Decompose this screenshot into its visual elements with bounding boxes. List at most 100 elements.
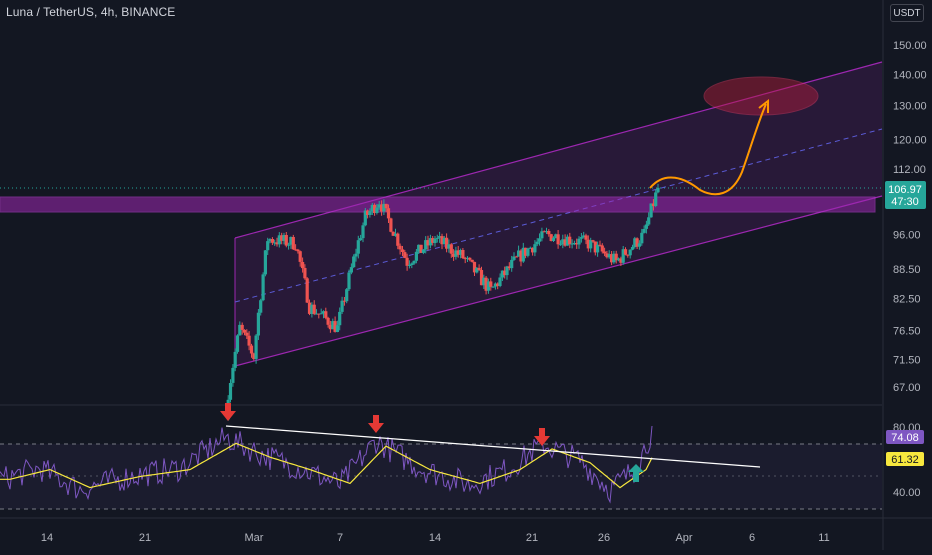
candle-body bbox=[612, 253, 616, 263]
candle-body bbox=[582, 235, 586, 238]
candle-body bbox=[259, 300, 263, 313]
candle-body bbox=[235, 335, 240, 352]
candle-body bbox=[493, 283, 497, 287]
price-tick: 130.00 bbox=[893, 101, 927, 113]
rsi-ma-badge bbox=[886, 452, 924, 466]
candle-body bbox=[261, 274, 265, 301]
time-tick: 14 bbox=[41, 532, 53, 544]
candle-body bbox=[340, 300, 344, 312]
candle-body bbox=[377, 204, 381, 208]
price-tick: 67.00 bbox=[893, 382, 921, 394]
candle-body bbox=[484, 277, 488, 291]
candle-body bbox=[277, 235, 281, 245]
candle-body bbox=[554, 234, 558, 239]
candle-body bbox=[431, 238, 435, 243]
candle-body bbox=[317, 313, 321, 315]
candle-body bbox=[556, 234, 560, 245]
candle-body bbox=[352, 256, 356, 268]
candle-body bbox=[445, 237, 449, 249]
candle-body bbox=[280, 235, 284, 241]
candle-body bbox=[651, 203, 655, 207]
candle-body bbox=[500, 270, 504, 278]
candle-body bbox=[389, 218, 393, 232]
candle-body bbox=[359, 238, 363, 241]
candle-body bbox=[628, 249, 632, 256]
candle-body bbox=[579, 237, 583, 239]
candle-body bbox=[593, 241, 597, 253]
price-tick: 96.00 bbox=[893, 229, 921, 241]
candle-body bbox=[361, 225, 365, 239]
candle-body bbox=[366, 210, 370, 215]
currency-selector[interactable]: USDT bbox=[890, 4, 924, 22]
rsi-ma-line bbox=[0, 442, 653, 489]
bearish-arrow-1 bbox=[220, 403, 236, 421]
candle-body bbox=[393, 233, 398, 236]
candle-body bbox=[301, 262, 305, 269]
chart-title: Luna / TetherUS, 4h, BINANCE bbox=[6, 5, 176, 19]
candle-body bbox=[405, 257, 409, 266]
candle-body bbox=[386, 208, 391, 219]
candle-body bbox=[537, 238, 542, 242]
candle-body bbox=[289, 237, 293, 245]
candle-body bbox=[373, 204, 377, 213]
time-tick: 21 bbox=[526, 532, 538, 544]
arrow-stem bbox=[539, 428, 545, 436]
candle-body bbox=[635, 238, 639, 247]
candle-body bbox=[540, 231, 544, 239]
candle-body bbox=[303, 268, 307, 279]
candle-body bbox=[459, 250, 463, 255]
candle-body bbox=[282, 235, 286, 241]
arrow-stem bbox=[225, 403, 231, 411]
last-price: 106.97 bbox=[888, 184, 922, 196]
candle-body bbox=[305, 278, 309, 303]
candle-body bbox=[572, 243, 576, 244]
target-zone bbox=[703, 76, 819, 116]
candle-body bbox=[644, 224, 648, 229]
candle-body bbox=[438, 236, 442, 238]
candle-body bbox=[270, 239, 274, 243]
candle-body bbox=[268, 239, 272, 242]
candle-body bbox=[563, 239, 567, 246]
candle-body bbox=[475, 267, 479, 273]
candle-body bbox=[614, 253, 618, 261]
time-tick: 14 bbox=[429, 532, 441, 544]
candle-body bbox=[498, 277, 502, 286]
candle-body bbox=[333, 321, 337, 332]
candle-body bbox=[491, 286, 495, 288]
candle-body bbox=[368, 211, 372, 215]
candle-body bbox=[407, 265, 411, 266]
candle-body bbox=[621, 249, 625, 263]
candle-body bbox=[433, 238, 437, 243]
candle-body bbox=[570, 243, 574, 245]
candle-body bbox=[526, 248, 530, 256]
candle-body bbox=[596, 244, 600, 253]
candle-body bbox=[477, 267, 481, 270]
candle-body bbox=[472, 261, 477, 273]
candle-body bbox=[489, 281, 493, 287]
candle-body bbox=[363, 210, 367, 226]
candle-body bbox=[600, 245, 604, 252]
candle-body bbox=[507, 266, 511, 269]
candle-body bbox=[640, 232, 644, 244]
arrow-head bbox=[220, 411, 236, 421]
price-tick: 150.00 bbox=[893, 40, 927, 52]
candle-body bbox=[535, 241, 539, 245]
candle-body bbox=[400, 249, 405, 252]
candle-body bbox=[533, 244, 537, 253]
candle-body bbox=[245, 332, 249, 336]
time-tick: 11 bbox=[818, 532, 829, 544]
candle-body bbox=[656, 187, 660, 193]
candle-body bbox=[514, 256, 518, 258]
rsi-tick-40: 40.00 bbox=[893, 487, 921, 499]
candle-body bbox=[647, 217, 651, 225]
candle-body bbox=[284, 235, 288, 246]
rsi-value-badge bbox=[886, 430, 924, 444]
candle-body bbox=[242, 329, 247, 333]
candle-body bbox=[324, 311, 328, 318]
candle-body bbox=[447, 244, 451, 249]
time-tick: 21 bbox=[139, 532, 151, 544]
candle-body bbox=[347, 272, 351, 290]
candle-body bbox=[637, 243, 641, 247]
